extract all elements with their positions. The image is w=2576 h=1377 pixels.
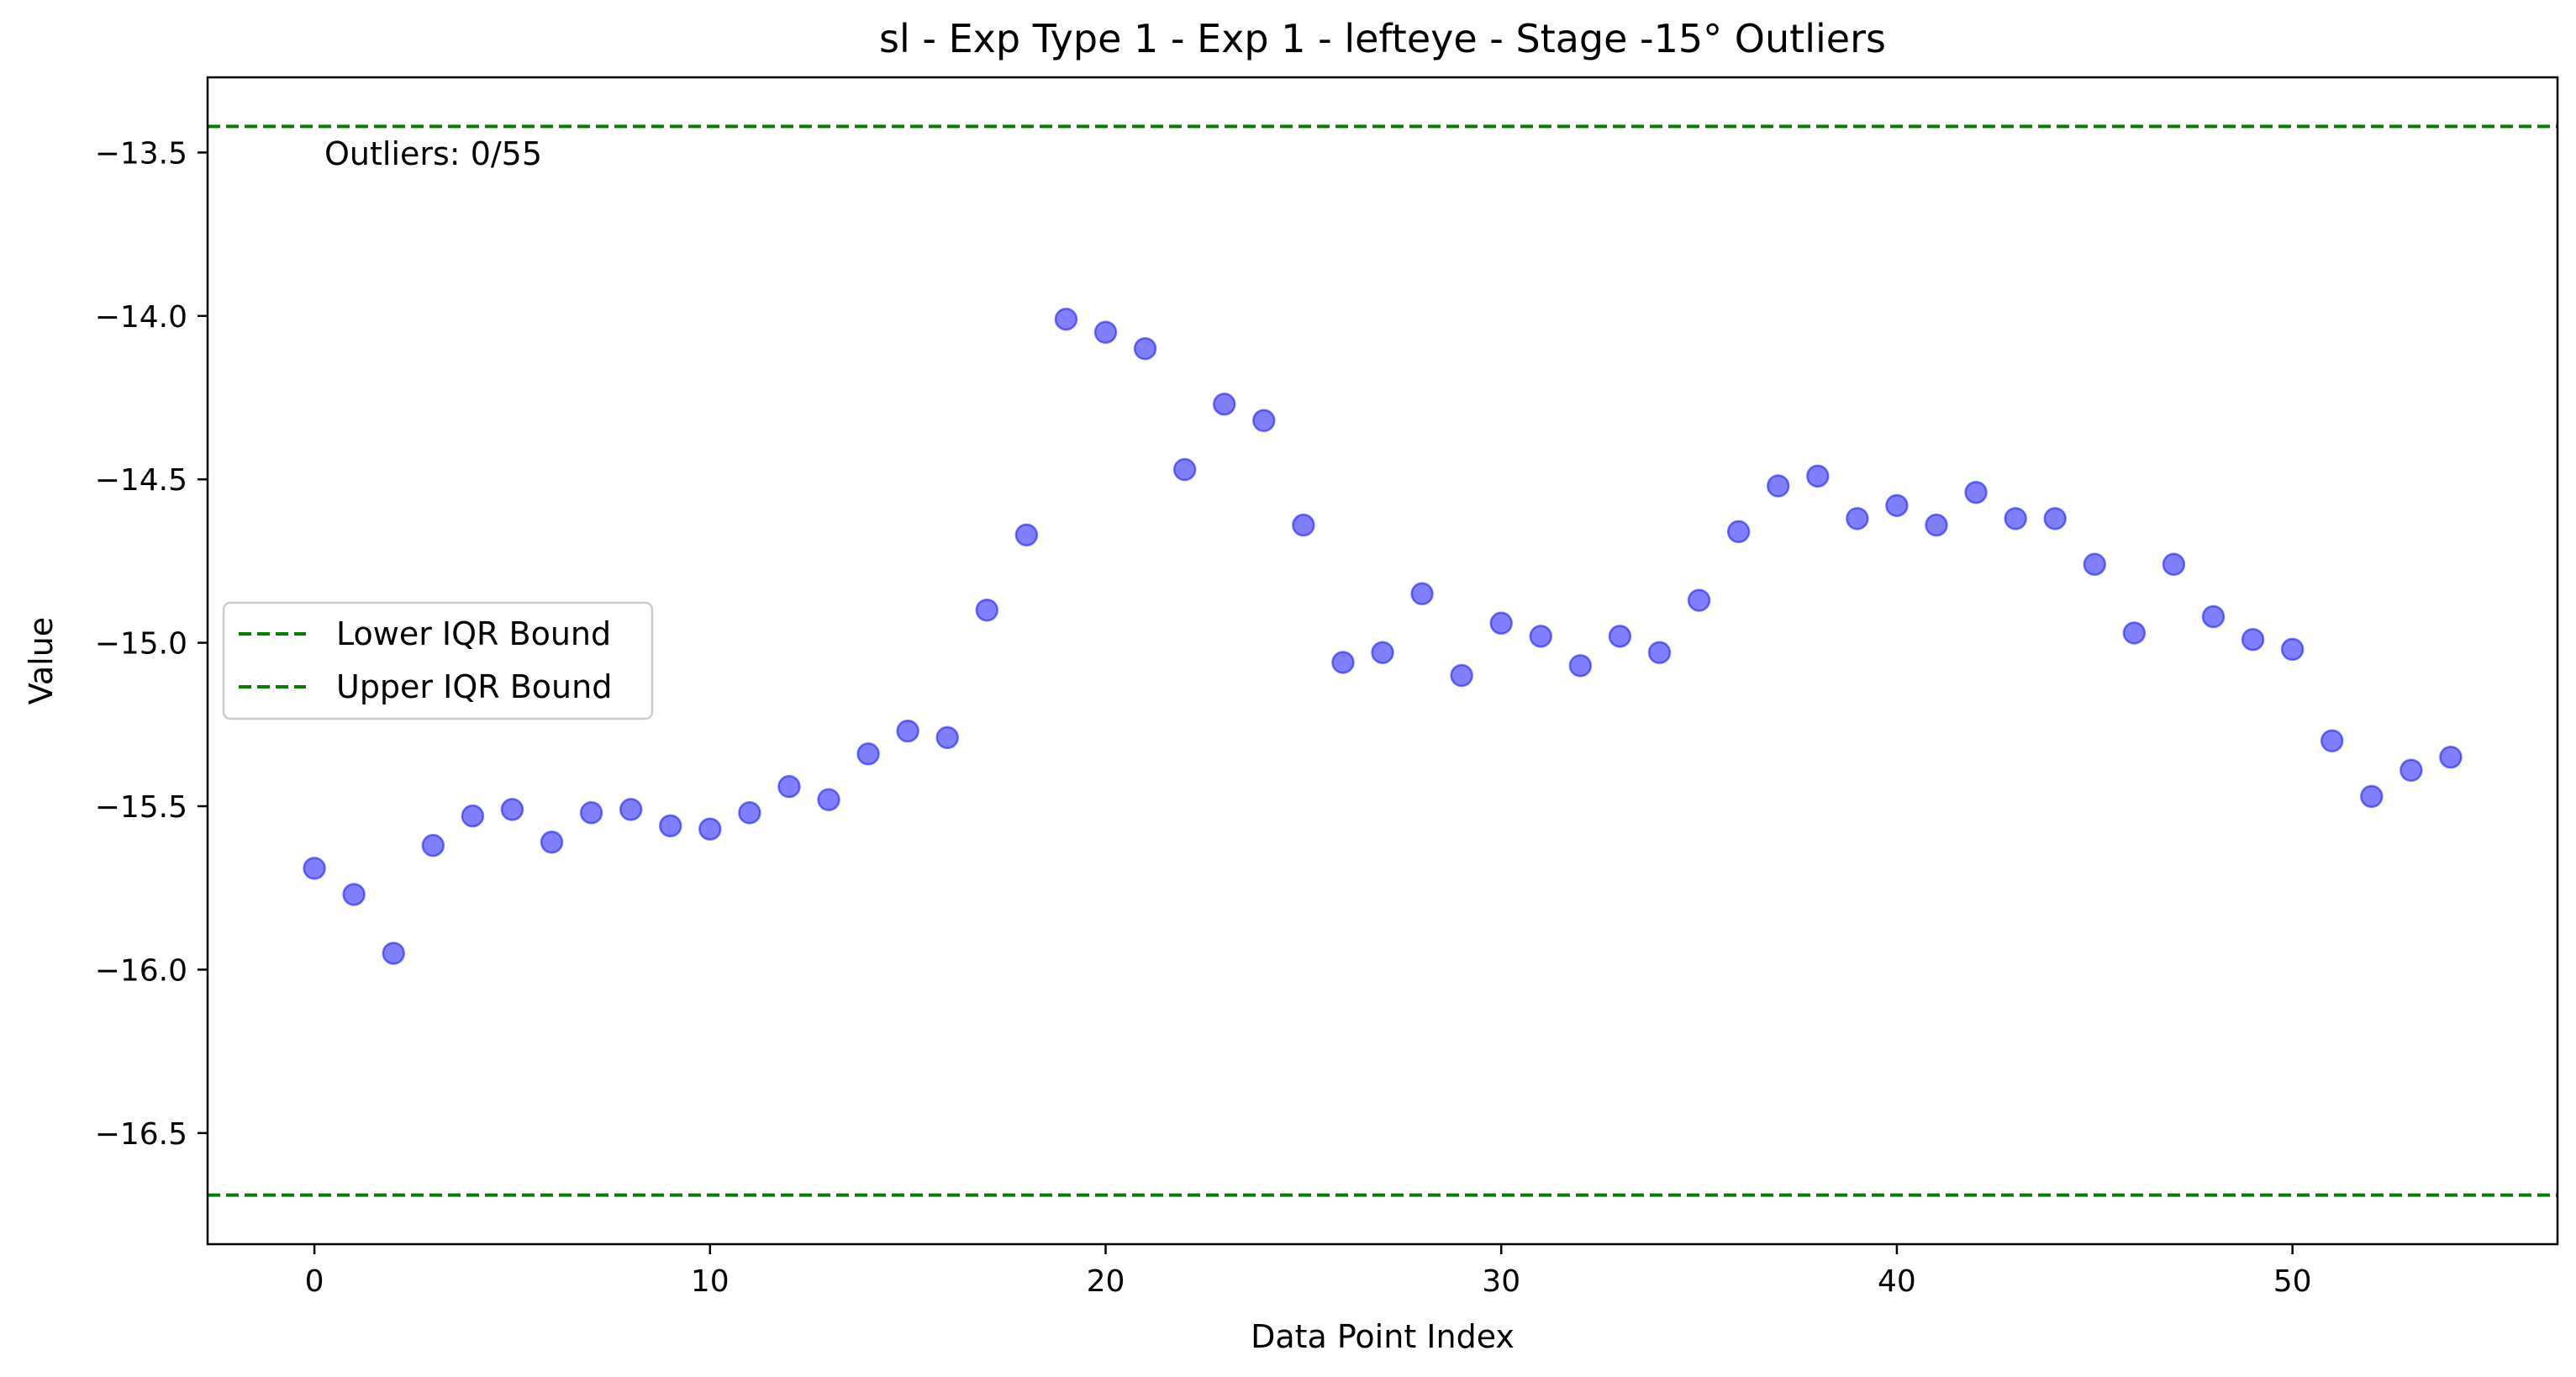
y-tick-label: −14.5 bbox=[95, 463, 187, 498]
data-point bbox=[500, 798, 524, 821]
y-tick-label: −16.0 bbox=[95, 953, 187, 988]
data-point bbox=[1568, 654, 1593, 678]
data-point bbox=[2241, 627, 2265, 652]
x-tick-label: 50 bbox=[2273, 1264, 2312, 1299]
data-point bbox=[2122, 621, 2147, 645]
data-point bbox=[1371, 641, 1394, 665]
data-point bbox=[2162, 552, 2186, 577]
y-axis-ticks: −13.5 −14.0 −14.5 −15.0 −15.5 −16.0 −16.5 bbox=[95, 136, 208, 1152]
x-tick-label: 0 bbox=[305, 1264, 324, 1299]
data-point bbox=[2439, 745, 2463, 769]
x-tick-label: 40 bbox=[1878, 1264, 1916, 1299]
x-axis-ticks: 0 10 20 30 40 50 bbox=[305, 1244, 2312, 1299]
data-point bbox=[1726, 520, 1751, 544]
data-point bbox=[2320, 729, 2344, 753]
data-point bbox=[1608, 625, 1632, 648]
data-point bbox=[2400, 758, 2423, 782]
data-point bbox=[698, 817, 722, 841]
data-point bbox=[1846, 507, 1869, 530]
data-point bbox=[2004, 507, 2027, 530]
plot-frame bbox=[206, 76, 2559, 1246]
data-point bbox=[1647, 641, 1672, 665]
data-point bbox=[1133, 336, 1157, 361]
data-point bbox=[540, 831, 564, 854]
legend-box bbox=[222, 601, 654, 720]
legend: Lower IQR Bound Upper IQR Bound bbox=[222, 601, 654, 720]
data-point bbox=[2201, 604, 2226, 629]
data-point bbox=[1806, 464, 1830, 488]
data-point bbox=[1925, 513, 1948, 537]
y-tick-label: −16.5 bbox=[95, 1117, 187, 1152]
data-point bbox=[856, 742, 880, 766]
data-point bbox=[1529, 625, 1553, 648]
data-point bbox=[1687, 588, 1711, 612]
y-tick-label: −15.0 bbox=[95, 627, 187, 662]
data-point bbox=[1252, 409, 1276, 432]
data-point bbox=[975, 598, 999, 622]
chart-title: sl - Exp Type 1 - Exp 1 - lefteye - Stag… bbox=[879, 16, 1886, 61]
data-point bbox=[421, 833, 445, 857]
outliers-annotation: Outliers: 0/55 bbox=[324, 135, 542, 172]
data-points bbox=[303, 307, 2463, 965]
y-tick-label: −13.5 bbox=[95, 136, 187, 171]
data-point bbox=[2280, 637, 2305, 662]
data-point bbox=[1172, 457, 1197, 482]
data-point bbox=[738, 801, 761, 825]
data-point bbox=[2083, 552, 2107, 577]
data-point bbox=[461, 804, 485, 828]
data-point bbox=[1450, 663, 1473, 688]
data-point bbox=[2360, 784, 2384, 809]
data-point bbox=[1014, 523, 1039, 547]
data-point bbox=[1885, 493, 1909, 518]
data-point bbox=[777, 774, 801, 799]
legend-label-lower: Lower IQR Bound bbox=[336, 615, 611, 652]
data-point bbox=[579, 801, 603, 825]
data-point bbox=[1292, 513, 1315, 537]
data-point bbox=[1212, 393, 1236, 416]
data-point bbox=[658, 814, 682, 838]
data-point bbox=[1766, 474, 1790, 498]
legend-label-upper: Upper IQR Bound bbox=[336, 668, 612, 705]
data-point bbox=[817, 788, 840, 811]
y-tick-label: −14.0 bbox=[95, 300, 187, 335]
y-axis-label: Value bbox=[23, 617, 60, 704]
data-point bbox=[896, 719, 919, 743]
y-tick-label: −15.5 bbox=[95, 790, 187, 825]
x-tick-label: 10 bbox=[691, 1264, 730, 1299]
data-point bbox=[303, 857, 326, 880]
x-axis-label: Data Point Index bbox=[1251, 1318, 1515, 1355]
data-point bbox=[619, 798, 643, 821]
data-point bbox=[342, 883, 366, 906]
data-point bbox=[1489, 611, 1513, 636]
data-point bbox=[1093, 320, 1118, 345]
x-tick-label: 20 bbox=[1087, 1264, 1125, 1299]
data-point bbox=[1410, 582, 1434, 606]
data-point bbox=[382, 942, 405, 965]
data-point bbox=[1964, 481, 1988, 504]
data-point bbox=[2043, 507, 2067, 530]
data-point bbox=[1331, 651, 1355, 674]
data-point bbox=[935, 725, 959, 750]
x-tick-label: 30 bbox=[1482, 1264, 1520, 1299]
data-point bbox=[1054, 307, 1078, 331]
